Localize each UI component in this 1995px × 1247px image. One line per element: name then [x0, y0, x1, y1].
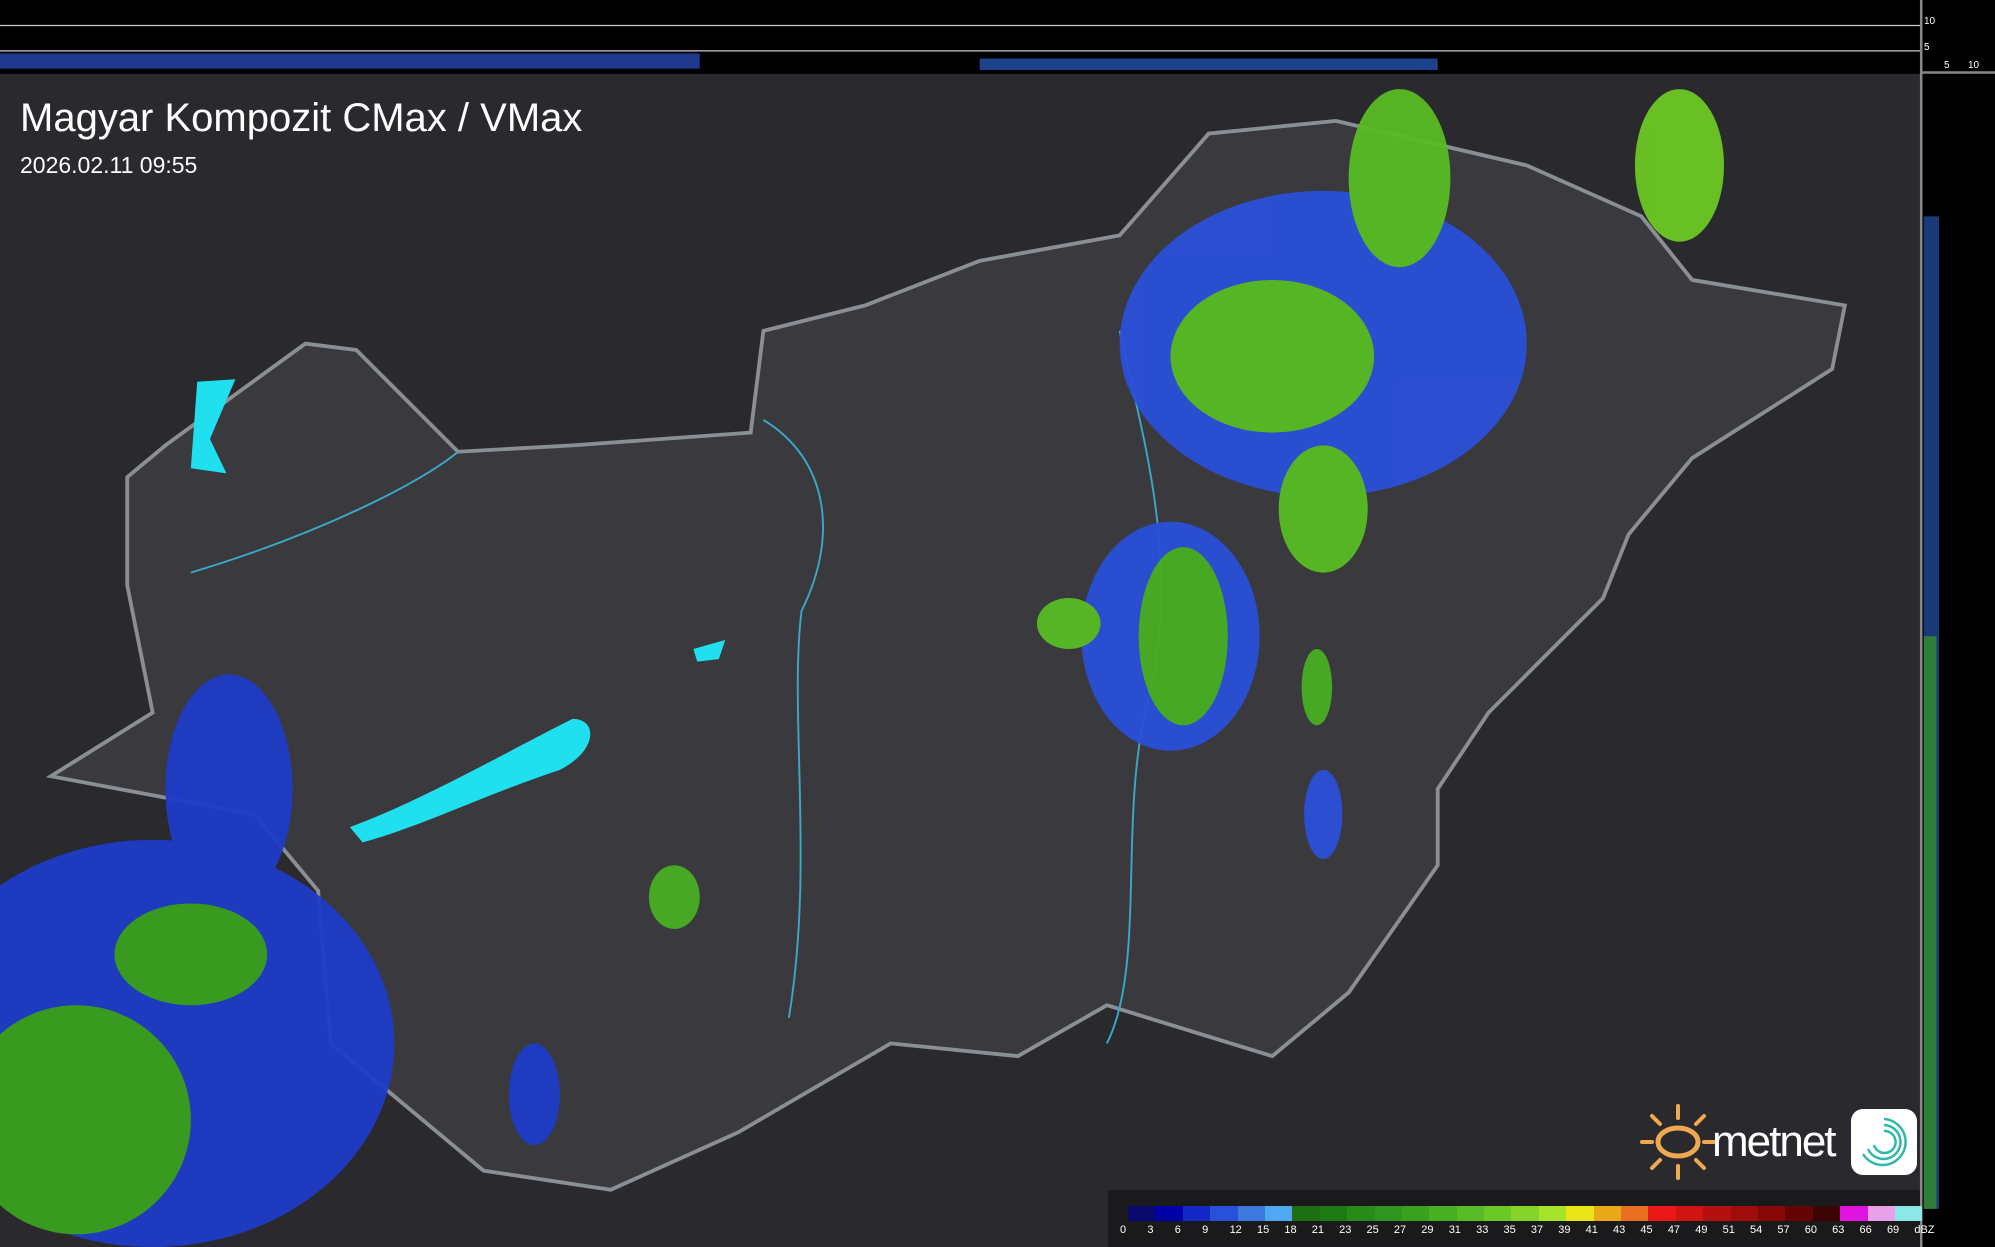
legend-label: 63 [1832, 1224, 1845, 1236]
legend-swatch [1812, 1206, 1841, 1221]
legend-swatch [1319, 1206, 1348, 1221]
legend-swatch [1484, 1206, 1512, 1221]
lake-balaton [349, 718, 591, 843]
map-timestamp: 2026.02.11 09:55 [20, 152, 198, 178]
legend-label: 27 [1393, 1224, 1407, 1236]
radar-echoes [0, 89, 1724, 1247]
map-title: Magyar Kompozit CMax / VMax [20, 96, 583, 140]
legend-swatch [1429, 1206, 1457, 1221]
legend-swatch [1593, 1206, 1622, 1221]
app-icon [1850, 1109, 1917, 1175]
legend-swatch [1894, 1206, 1923, 1221]
legend-label: 57 [1777, 1224, 1790, 1236]
legend-label: 6 [1174, 1224, 1181, 1236]
legend-swatch [1210, 1206, 1238, 1221]
legend-label: 66 [1859, 1224, 1872, 1236]
legend-swatch [1292, 1206, 1320, 1221]
legend-swatch [1648, 1206, 1676, 1221]
legend-swatch [1401, 1206, 1430, 1221]
legend-swatch [1703, 1206, 1731, 1221]
legend-swatch [1128, 1206, 1156, 1221]
legend-swatch [1264, 1206, 1293, 1221]
legend-label: 12 [1229, 1224, 1242, 1236]
legend-label: 0 [1120, 1224, 1127, 1236]
legend-swatch [1182, 1206, 1211, 1221]
legend-swatch [1785, 1206, 1813, 1221]
legend-label: 69 [1886, 1224, 1900, 1236]
legend-unit: dBZ [1914, 1224, 1935, 1236]
metnet-logo: metnet [1638, 1102, 1917, 1182]
legend-label: 39 [1558, 1224, 1571, 1236]
legend-label: 45 [1640, 1224, 1653, 1236]
lakes [190, 379, 726, 843]
top-profile-echo [0, 53, 700, 69]
legend-label: 47 [1667, 1224, 1681, 1236]
legend-swatch [1867, 1206, 1895, 1221]
horizontal-scale-tick: 5 [1944, 60, 1950, 71]
legend-swatch [1237, 1206, 1265, 1221]
legend-swatch [1456, 1206, 1485, 1221]
legend-label: 33 [1476, 1224, 1489, 1236]
spiral-icon [1861, 1117, 1907, 1167]
legend-label: 15 [1256, 1224, 1270, 1236]
logo-text: metnet [1712, 1117, 1837, 1166]
legend-label: 49 [1695, 1224, 1708, 1236]
legend-label: 18 [1284, 1224, 1297, 1236]
legend-label: 31 [1448, 1224, 1461, 1236]
legend-labels: 0 3 6 9 12 15 18 21 23 25 27 29 31 33 35 37 39 41 43 45 47 49… [1120, 1224, 1942, 1236]
color-bar [1128, 1206, 1923, 1221]
legend-label: 54 [1749, 1224, 1763, 1236]
legend-swatch [1621, 1206, 1649, 1221]
legend-swatch [1374, 1206, 1402, 1221]
legend-label: 35 [1503, 1224, 1516, 1236]
legend-label: 9 [1202, 1224, 1209, 1236]
legend-label: 3 [1147, 1224, 1154, 1236]
legend-label: 41 [1585, 1224, 1598, 1236]
legend-label: 60 [1804, 1224, 1818, 1236]
legend-swatch [1347, 1206, 1375, 1221]
legend-label: 51 [1722, 1224, 1735, 1236]
legend-swatch [1840, 1206, 1868, 1221]
legend-swatch [1511, 1206, 1539, 1221]
legend-label: 21 [1311, 1224, 1324, 1236]
legend-label: 37 [1530, 1224, 1544, 1236]
legend-swatch [1566, 1206, 1594, 1221]
vertical-scale-tick: 5 [1924, 42, 1930, 53]
vertical-scale-tick: 10 [1924, 16, 1936, 27]
legend-label: 25 [1366, 1224, 1379, 1236]
sun-icon [1640, 1104, 1716, 1180]
legend-label: 43 [1613, 1224, 1626, 1236]
legend-swatch [1730, 1206, 1758, 1221]
legend-swatch [1538, 1206, 1567, 1221]
dbz-legend: 0 3 6 9 12 15 18 21 23 25 27 29 31 33 35 37 39 41 43 45 47 49… [1108, 1190, 1935, 1247]
legend-label: 23 [1339, 1224, 1352, 1236]
legend-swatch [1675, 1206, 1704, 1221]
horizontal-scale-tick: 10 [1968, 60, 1980, 71]
legend-label: 29 [1421, 1224, 1434, 1236]
legend-swatch [1155, 1206, 1183, 1221]
legend-swatch [1757, 1206, 1786, 1221]
lake-ferto [190, 379, 236, 474]
